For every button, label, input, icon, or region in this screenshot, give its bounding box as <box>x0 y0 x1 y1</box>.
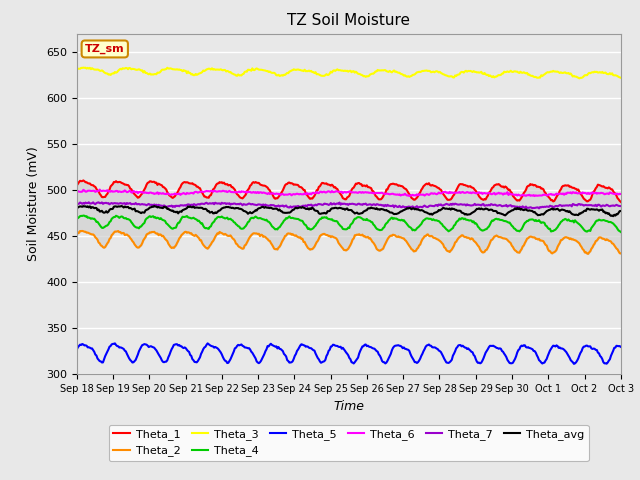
Theta_7 <box>369 202 376 208</box>
Theta_4 <box>617 229 625 235</box>
Theta_avg <box>336 205 344 211</box>
Theta_1 <box>605 184 612 190</box>
Line: Theta_1: Theta_1 <box>77 180 621 202</box>
Theta_5 <box>606 356 614 362</box>
Theta_5 <box>332 343 340 349</box>
Theta_4 <box>79 213 87 218</box>
Line: Theta_7: Theta_7 <box>77 202 621 208</box>
Theta_5 <box>204 340 211 346</box>
Theta_3 <box>336 67 344 73</box>
Theta_6 <box>617 191 625 197</box>
Theta_avg <box>609 213 617 219</box>
Theta_6 <box>531 193 538 199</box>
Theta_6 <box>336 189 344 194</box>
Theta_1 <box>398 183 406 189</box>
Theta_3 <box>79 65 87 71</box>
Theta_7 <box>617 203 625 209</box>
Theta_2 <box>584 251 592 257</box>
Theta_6 <box>520 193 527 199</box>
Theta_3 <box>520 70 527 75</box>
Theta_6 <box>606 190 614 195</box>
Theta_5 <box>73 347 81 352</box>
Theta_5 <box>336 344 344 350</box>
Theta_3 <box>617 75 625 81</box>
Theta_5 <box>520 342 527 348</box>
Theta_2 <box>520 242 527 248</box>
Theta_avg <box>398 208 406 214</box>
Theta_3 <box>73 66 81 72</box>
Theta_2 <box>606 238 614 244</box>
Theta_1 <box>617 199 625 205</box>
Theta_2 <box>332 236 340 241</box>
Theta_3 <box>575 75 583 81</box>
Theta_4 <box>336 222 344 228</box>
Line: Theta_2: Theta_2 <box>77 231 621 254</box>
Theta_7 <box>398 204 406 210</box>
Line: Theta_avg: Theta_avg <box>77 206 621 216</box>
Text: TZ_sm: TZ_sm <box>85 44 125 54</box>
Theta_4 <box>605 219 612 225</box>
Theta_7 <box>73 202 81 207</box>
Theta_avg <box>617 208 625 214</box>
Theta_avg <box>520 207 527 213</box>
Theta_3 <box>369 71 376 76</box>
Theta_4 <box>520 222 527 228</box>
Theta_7 <box>336 200 344 205</box>
Theta_7 <box>535 205 543 211</box>
Theta_7 <box>332 201 340 207</box>
Theta_3 <box>332 67 340 73</box>
Theta_3 <box>398 71 406 77</box>
Theta_2 <box>79 228 86 234</box>
Theta_3 <box>606 70 614 76</box>
Theta_2 <box>398 235 406 240</box>
Theta_1 <box>520 190 527 196</box>
Theta_4 <box>332 218 340 224</box>
Theta_4 <box>73 216 81 222</box>
Theta_avg <box>369 205 376 211</box>
Theta_1 <box>73 182 81 188</box>
Theta_7 <box>520 205 527 211</box>
Line: Theta_4: Theta_4 <box>77 216 621 232</box>
Y-axis label: Soil Moisture (mV): Soil Moisture (mV) <box>28 146 40 262</box>
Theta_6 <box>96 187 104 192</box>
Theta_avg <box>332 205 340 211</box>
Theta_5 <box>617 344 625 350</box>
Theta_7 <box>606 204 614 209</box>
Theta_4 <box>369 219 376 225</box>
Theta_2 <box>617 251 625 256</box>
Theta_1 <box>332 186 340 192</box>
Theta_5 <box>369 345 376 351</box>
Theta_6 <box>398 192 406 198</box>
Theta_4 <box>398 217 406 223</box>
Legend: Theta_1, Theta_2, Theta_3, Theta_4, Theta_5, Theta_6, Theta_7, Theta_avg: Theta_1, Theta_2, Theta_3, Theta_4, Thet… <box>109 425 589 461</box>
Theta_2 <box>369 239 376 244</box>
Theta_5 <box>398 344 406 349</box>
Theta_avg <box>73 204 81 210</box>
Theta_7 <box>85 199 93 205</box>
Theta_1 <box>336 190 344 195</box>
Theta_2 <box>73 232 81 238</box>
Title: TZ Soil Moisture: TZ Soil Moisture <box>287 13 410 28</box>
Line: Theta_3: Theta_3 <box>77 68 621 78</box>
Theta_6 <box>73 189 81 194</box>
Theta_avg <box>605 210 612 216</box>
Theta_2 <box>336 241 344 247</box>
Theta_1 <box>79 178 87 183</box>
Theta_1 <box>369 188 376 194</box>
Theta_6 <box>369 190 376 196</box>
Theta_avg <box>150 203 158 209</box>
Line: Theta_5: Theta_5 <box>77 343 621 364</box>
Theta_5 <box>570 361 578 367</box>
Line: Theta_6: Theta_6 <box>77 190 621 196</box>
Theta_6 <box>332 188 340 194</box>
X-axis label: Time: Time <box>333 400 364 413</box>
